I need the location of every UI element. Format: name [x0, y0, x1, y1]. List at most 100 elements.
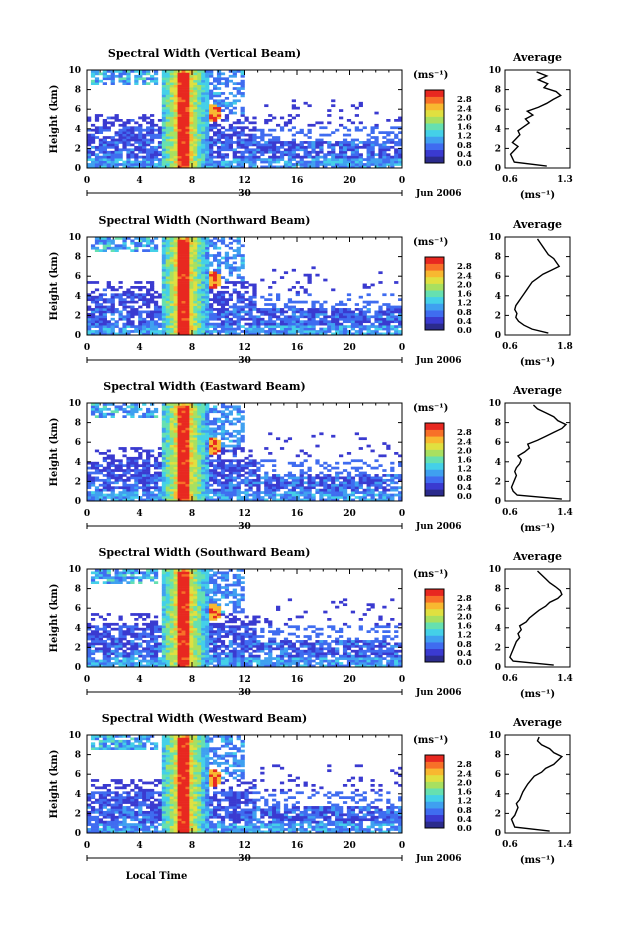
heatmap-cell	[118, 136, 123, 139]
heatmap-cell	[224, 136, 230, 139]
heatmap-cell	[268, 317, 273, 321]
heatmap-cell	[185, 155, 190, 159]
heatmap-cell	[232, 99, 237, 103]
heatmap-cell	[311, 315, 316, 319]
heatmap-cell	[138, 239, 143, 243]
heatmap-cell	[216, 239, 222, 243]
heatmap-cell	[130, 498, 135, 502]
heatmap-cell	[134, 464, 139, 467]
heatmap-cell	[350, 155, 356, 159]
heatmap-cell	[138, 332, 143, 336]
heatmap-cell	[220, 155, 226, 159]
heatmap-cell	[161, 417, 167, 421]
heatmap-cell	[189, 444, 194, 448]
heatmap-cell	[216, 128, 222, 132]
heatmap-cell	[307, 143, 312, 147]
heatmap-cell	[276, 138, 281, 142]
heatmap-cell	[201, 288, 206, 292]
heatmap-cell	[213, 459, 218, 463]
heatmap-cell	[386, 148, 391, 152]
heatmap-cell	[283, 320, 289, 324]
heatmap-cell	[382, 454, 387, 458]
heatmap-cell	[157, 452, 163, 455]
heatmap-cell	[378, 483, 383, 487]
heatmap-cell	[362, 471, 367, 475]
heatmap-cell	[216, 74, 222, 78]
heatmap-cell	[173, 322, 178, 326]
heatmap-cell	[216, 427, 222, 431]
heatmap-cell	[90, 133, 96, 137]
heatmap-cell	[323, 330, 328, 333]
heatmap-cell	[299, 145, 304, 149]
heatmap-cell	[173, 417, 178, 421]
heatmap-cell	[173, 434, 178, 438]
heatmap-cell	[201, 148, 206, 152]
heatmap-cell	[295, 163, 300, 166]
heatmap-cell	[331, 308, 336, 311]
heatmap-cell	[244, 141, 249, 144]
heatmap-cell	[252, 141, 257, 144]
heatmap-cell	[157, 160, 163, 164]
heatmap-cell	[362, 332, 367, 336]
heatmap-cell	[283, 121, 289, 125]
heatmap-cell	[295, 483, 300, 487]
heatmap-cell	[220, 315, 226, 319]
heatmap-cell	[382, 312, 387, 316]
heatmap-cell	[228, 325, 233, 328]
heatmap-cell	[142, 249, 147, 252]
heatmap-cell	[201, 141, 206, 144]
heatmap-cell	[201, 82, 206, 85]
heatmap-cell	[118, 461, 123, 465]
heatmap-cell	[181, 259, 186, 262]
heatmap-cell	[224, 163, 230, 166]
heatmap-cell	[177, 454, 182, 458]
heatmap-cell	[236, 99, 241, 103]
heatmap-cell	[169, 251, 174, 255]
heatmap-cell	[295, 160, 300, 164]
heatmap-cell	[185, 469, 190, 472]
heatmap-cell	[177, 133, 182, 137]
heatmap-cell	[358, 474, 363, 477]
heatmap-cell	[216, 141, 222, 144]
heatmap-cell	[169, 293, 174, 297]
heatmap-cell	[126, 246, 131, 250]
heatmap-cell	[193, 449, 198, 453]
heatmap-cell	[150, 332, 155, 336]
heatmap-cell	[173, 496, 178, 499]
heatmap-cell	[87, 136, 92, 139]
heatmap-cell	[157, 133, 163, 137]
heatmap-cell	[220, 434, 226, 438]
heatmap-cell	[161, 128, 167, 132]
heatmap-cell	[185, 263, 190, 267]
heatmap-cell	[252, 126, 257, 130]
heatmap-cell	[193, 471, 198, 475]
heatmap-cell	[173, 106, 178, 110]
heatmap-cell	[157, 305, 163, 309]
heatmap-cell	[339, 312, 344, 316]
heatmap-cell	[327, 143, 332, 147]
heatmap-cell	[130, 165, 135, 169]
heatmap-cell	[122, 131, 127, 134]
heatmap-cell	[165, 74, 170, 78]
heatmap-cell	[240, 478, 245, 482]
heatmap-cell	[157, 293, 163, 297]
heatmap-cell	[177, 437, 182, 441]
heatmap-cell	[323, 320, 328, 324]
heatmap-cell	[201, 266, 206, 270]
heatmap-cell	[106, 481, 111, 485]
heatmap-cell	[209, 271, 214, 275]
heatmap-cell	[276, 437, 281, 441]
heatmap-cell	[220, 136, 226, 139]
heatmap-cell	[201, 456, 206, 460]
heatmap-cell	[315, 315, 320, 319]
heatmap-cell	[303, 498, 308, 502]
heatmap-cell	[339, 109, 344, 112]
heatmap-cell	[110, 464, 115, 467]
heatmap-cell	[193, 94, 198, 98]
heatmap-cell	[118, 141, 123, 144]
heatmap-cell	[228, 422, 233, 426]
heatmap-cell	[150, 403, 155, 406]
heatmap-cell	[374, 136, 379, 139]
heatmap-cell	[165, 114, 170, 117]
heatmap-cell	[181, 464, 186, 467]
